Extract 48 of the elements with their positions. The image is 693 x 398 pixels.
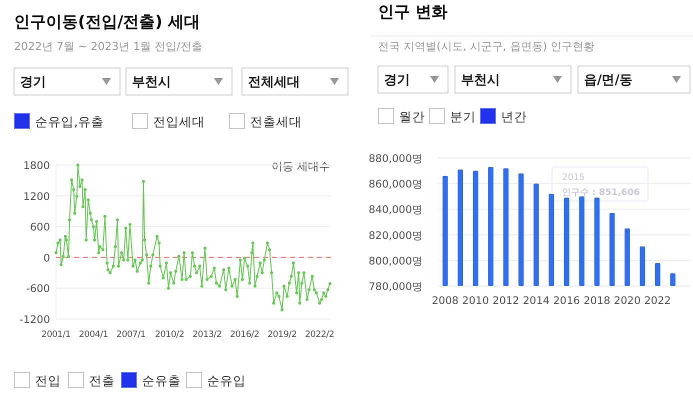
x-tick-label: 2016 [553,295,580,307]
y-tick-label: 600 [30,222,50,234]
y-tick-label: 800,000명 [368,255,423,268]
x-tick-label: 2008 [432,295,459,307]
x-tick-label: 2022/2 [304,330,334,340]
text: 월간 [399,109,425,124]
text: 부천시 [132,75,171,90]
y-tick-label: -600 [26,283,50,296]
y-tick-label: 880,000명 [368,153,423,165]
y-tick-label: 1200 [23,190,50,203]
y-tick-label: 780,000명 [368,281,423,293]
y-tick-label: -1200 [19,314,50,326]
text: 경기 [384,73,410,88]
x-tick-label: 2018 [584,295,610,307]
x-tick-label: 2004/1 [78,330,108,340]
text: 전체세대 [248,75,300,90]
chart-title: 인구 변화 [378,2,448,21]
x-tick-label: 2019/2 [267,330,297,340]
x-tick-label: 2016/2 [230,330,260,340]
x-tick-label: 2022 [644,295,671,307]
text: 년간 [501,109,527,124]
x-tick-label: 2013/2 [192,330,222,340]
text: 순유입 [207,373,246,388]
text: 경기 [20,75,46,90]
text: 전입 [35,373,61,388]
x-tick-label: 2014 [522,295,550,307]
text: 읍/면/동 [584,73,632,88]
chart-subtitle: 전국 지역별(시도, 시군구, 읍면동) 인구현황 [378,40,595,53]
y-tick-label: 1800 [23,160,50,172]
text: 순유출 [142,373,181,388]
y-tick-label: 860,000명 [368,178,423,191]
y-tick-label: 0 [43,252,50,264]
x-tick-label: 2001/1 [41,330,71,340]
chart-title: 인구이동(전입/전출) 세대 [14,12,200,31]
chart-subtitle: 2022년 7월 ~ 2023년 1월 전입/전출 [14,40,202,53]
text: 부천시 [461,73,500,88]
text: 전출세대 [250,114,302,129]
x-tick-label: 2020 [614,295,641,307]
text: 순유입,유출 [35,114,104,129]
y-tick-label: 820,000명 [368,230,423,242]
x-tick-label: 2010/2 [154,330,184,340]
text: 전입세대 [153,114,205,129]
x-tick-label: 2010 [462,295,489,307]
text: 분기 [450,109,476,124]
text: 전출 [89,373,115,388]
x-tick-label: 2007/1 [116,330,146,340]
x-tick-label: 2012 [492,295,520,307]
y-tick-label: 840,000명 [368,204,423,216]
